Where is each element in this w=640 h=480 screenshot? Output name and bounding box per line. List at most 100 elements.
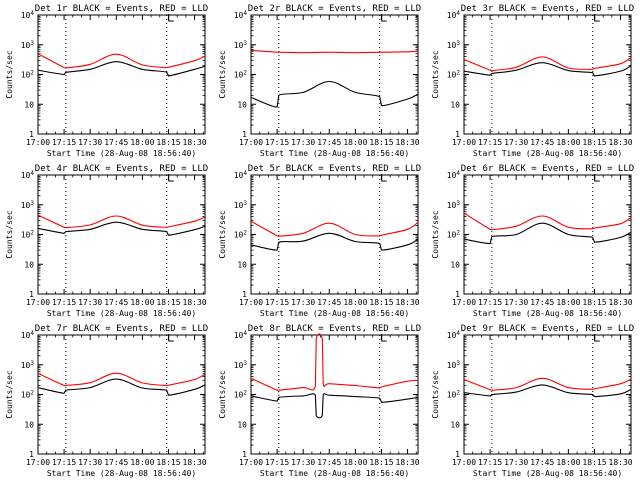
y-tick-label: 10 [237, 420, 247, 429]
y-tick-label: 1 [29, 130, 34, 139]
y-axis-label: Counts/sec [5, 210, 14, 258]
y-axis-label: Counts/sec [431, 370, 440, 418]
x-tick-label: 17:00 [452, 138, 476, 147]
x-tick-label: 17:30 [504, 298, 528, 307]
y-tick-label: 104 [234, 170, 248, 180]
y-tick-label: 1 [242, 290, 247, 299]
lld-rate-line [37, 372, 206, 387]
panel-title: Det 1r BLACK = Events, RED = LLD [35, 4, 208, 14]
events-rate-line [250, 393, 419, 419]
events-rate-line [463, 384, 632, 398]
x-tick-label: 17:00 [26, 458, 50, 467]
x-tick-label: 18:30 [183, 298, 207, 307]
y-tick-label: 1 [29, 450, 34, 459]
x-tick-label: 17:45 [317, 138, 341, 147]
x-axis-label: Start Time (28-Aug-08 18:56:40) [260, 309, 409, 318]
lld-rate-line [37, 53, 206, 69]
events-rate-line [37, 378, 206, 396]
x-tick-label: 17:00 [239, 298, 263, 307]
x-tick-label: 17:45 [317, 458, 341, 467]
saa-flag-marker [381, 174, 387, 182]
y-tick-label: 10 [237, 100, 247, 109]
y-tick-label: 103 [447, 40, 461, 50]
x-tick-label: 18:00 [343, 138, 367, 147]
panel-det-7: Det 7r BLACK = Events, RED = LLD Counts/s… [5, 324, 208, 478]
saa-flag-marker [594, 14, 600, 22]
y-tick-label: 103 [234, 40, 248, 50]
y-tick-label: 1 [455, 290, 460, 299]
x-tick-label: 17:00 [452, 298, 476, 307]
x-tick-label: 17:00 [239, 138, 263, 147]
x-tick-label: 17:30 [291, 298, 315, 307]
x-tick-label: 18:30 [396, 298, 420, 307]
y-tick-label: 104 [21, 170, 35, 180]
x-tick-label: 18:15 [156, 138, 180, 147]
lld-rate-line [250, 220, 419, 237]
y-tick-label: 10 [24, 100, 34, 109]
y-tick-label: 10 [450, 420, 460, 429]
y-axis-label: Counts/sec [5, 50, 14, 98]
saa-flag-marker [168, 334, 174, 342]
panel-det-2: Det 2r BLACK = Events, RED = LLD Counts/s… [218, 4, 421, 158]
y-tick-label: 104 [447, 10, 461, 20]
y-tick-label: 103 [21, 200, 35, 210]
y-tick-label: 103 [447, 360, 461, 370]
x-tick-label: 17:15 [478, 458, 502, 467]
y-tick-label: 103 [21, 40, 35, 50]
panel-title: Det 3r BLACK = Events, RED = LLD [461, 4, 634, 14]
saa-flag-marker [168, 14, 174, 22]
x-tick-label: 18:15 [156, 298, 180, 307]
panel-det-9: Det 9r BLACK = Events, RED = LLD Counts/s… [431, 324, 634, 478]
x-tick-label: 18:30 [609, 138, 633, 147]
plot-frame [463, 14, 632, 135]
y-tick-label: 102 [447, 230, 461, 240]
y-tick-label: 10 [450, 100, 460, 109]
x-tick-label: 18:30 [396, 458, 420, 467]
events-rate-line [37, 221, 206, 236]
x-axis-label: Start Time (28-Aug-08 18:56:40) [47, 309, 196, 318]
x-tick-label: 18:30 [609, 298, 633, 307]
saa-flag-marker [168, 174, 174, 182]
lld-rate-line [250, 333, 419, 391]
y-axis-label: Counts/sec [431, 210, 440, 258]
lld-rate-line [463, 377, 632, 391]
y-tick-label: 103 [234, 200, 248, 210]
panel-det-6: Det 6r BLACK = Events, RED = LLD Counts/s… [431, 164, 634, 318]
y-tick-label: 104 [21, 330, 35, 340]
x-tick-label: 17:45 [104, 138, 128, 147]
panel-det-8: Det 8r BLACK = Events, RED = LLD Counts/s… [218, 324, 421, 478]
y-tick-label: 10 [24, 260, 34, 269]
saa-flag-marker [594, 334, 600, 342]
x-tick-label: 18:00 [556, 458, 580, 467]
panel-det-3: Det 3r BLACK = Events, RED = LLD Counts/s… [431, 4, 634, 158]
x-axis-label: Start Time (28-Aug-08 18:56:40) [473, 469, 622, 478]
y-tick-label: 10 [24, 420, 34, 429]
x-tick-label: 17:30 [504, 458, 528, 467]
x-axis-label: Start Time (28-Aug-08 18:56:40) [473, 309, 622, 318]
plot-frame [250, 174, 419, 295]
y-tick-label: 10 [237, 260, 247, 269]
x-axis-label: Start Time (28-Aug-08 18:56:40) [260, 149, 409, 158]
x-tick-label: 17:15 [265, 138, 289, 147]
saa-flag-marker [594, 174, 600, 182]
y-axis-label: Counts/sec [431, 50, 440, 98]
plot-frame [463, 174, 632, 295]
y-tick-label: 1 [455, 130, 460, 139]
x-tick-label: 17:45 [530, 458, 554, 467]
x-tick-label: 18:00 [556, 138, 580, 147]
panel-title: Det 5r BLACK = Events, RED = LLD [248, 164, 421, 174]
y-axis-label: Counts/sec [218, 210, 227, 258]
plot-frame [250, 334, 419, 455]
y-tick-label: 103 [447, 200, 461, 210]
x-tick-label: 17:15 [265, 298, 289, 307]
events-rate-line [37, 61, 206, 77]
panel-title: Det 4r BLACK = Events, RED = LLD [35, 164, 208, 174]
x-tick-label: 18:00 [130, 458, 154, 467]
x-tick-label: 17:45 [104, 298, 128, 307]
x-tick-label: 18:15 [369, 458, 393, 467]
y-tick-label: 102 [21, 230, 35, 240]
y-tick-label: 102 [447, 390, 461, 400]
x-tick-label: 17:15 [52, 298, 76, 307]
x-tick-label: 17:00 [239, 458, 263, 467]
